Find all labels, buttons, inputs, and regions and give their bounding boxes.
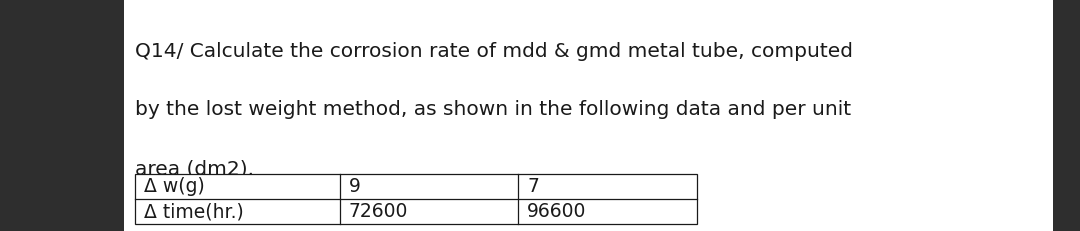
Text: 7: 7 (527, 177, 539, 196)
Text: Δ w(g): Δ w(g) (144, 177, 204, 196)
Text: 96600: 96600 (527, 202, 586, 221)
Text: Δ time(hr.): Δ time(hr.) (144, 202, 243, 221)
Text: area (dm2).: area (dm2). (135, 159, 254, 178)
Text: 72600: 72600 (349, 202, 408, 221)
Text: 9: 9 (349, 177, 361, 196)
Text: Q14/ Calculate the corrosion rate of mdd & gmd metal tube, computed: Q14/ Calculate the corrosion rate of mdd… (135, 42, 853, 61)
Bar (124, 0, 1053, 231)
Bar (135, 174, 697, 224)
Text: by the lost weight method, as shown in the following data and per unit: by the lost weight method, as shown in t… (135, 100, 851, 119)
